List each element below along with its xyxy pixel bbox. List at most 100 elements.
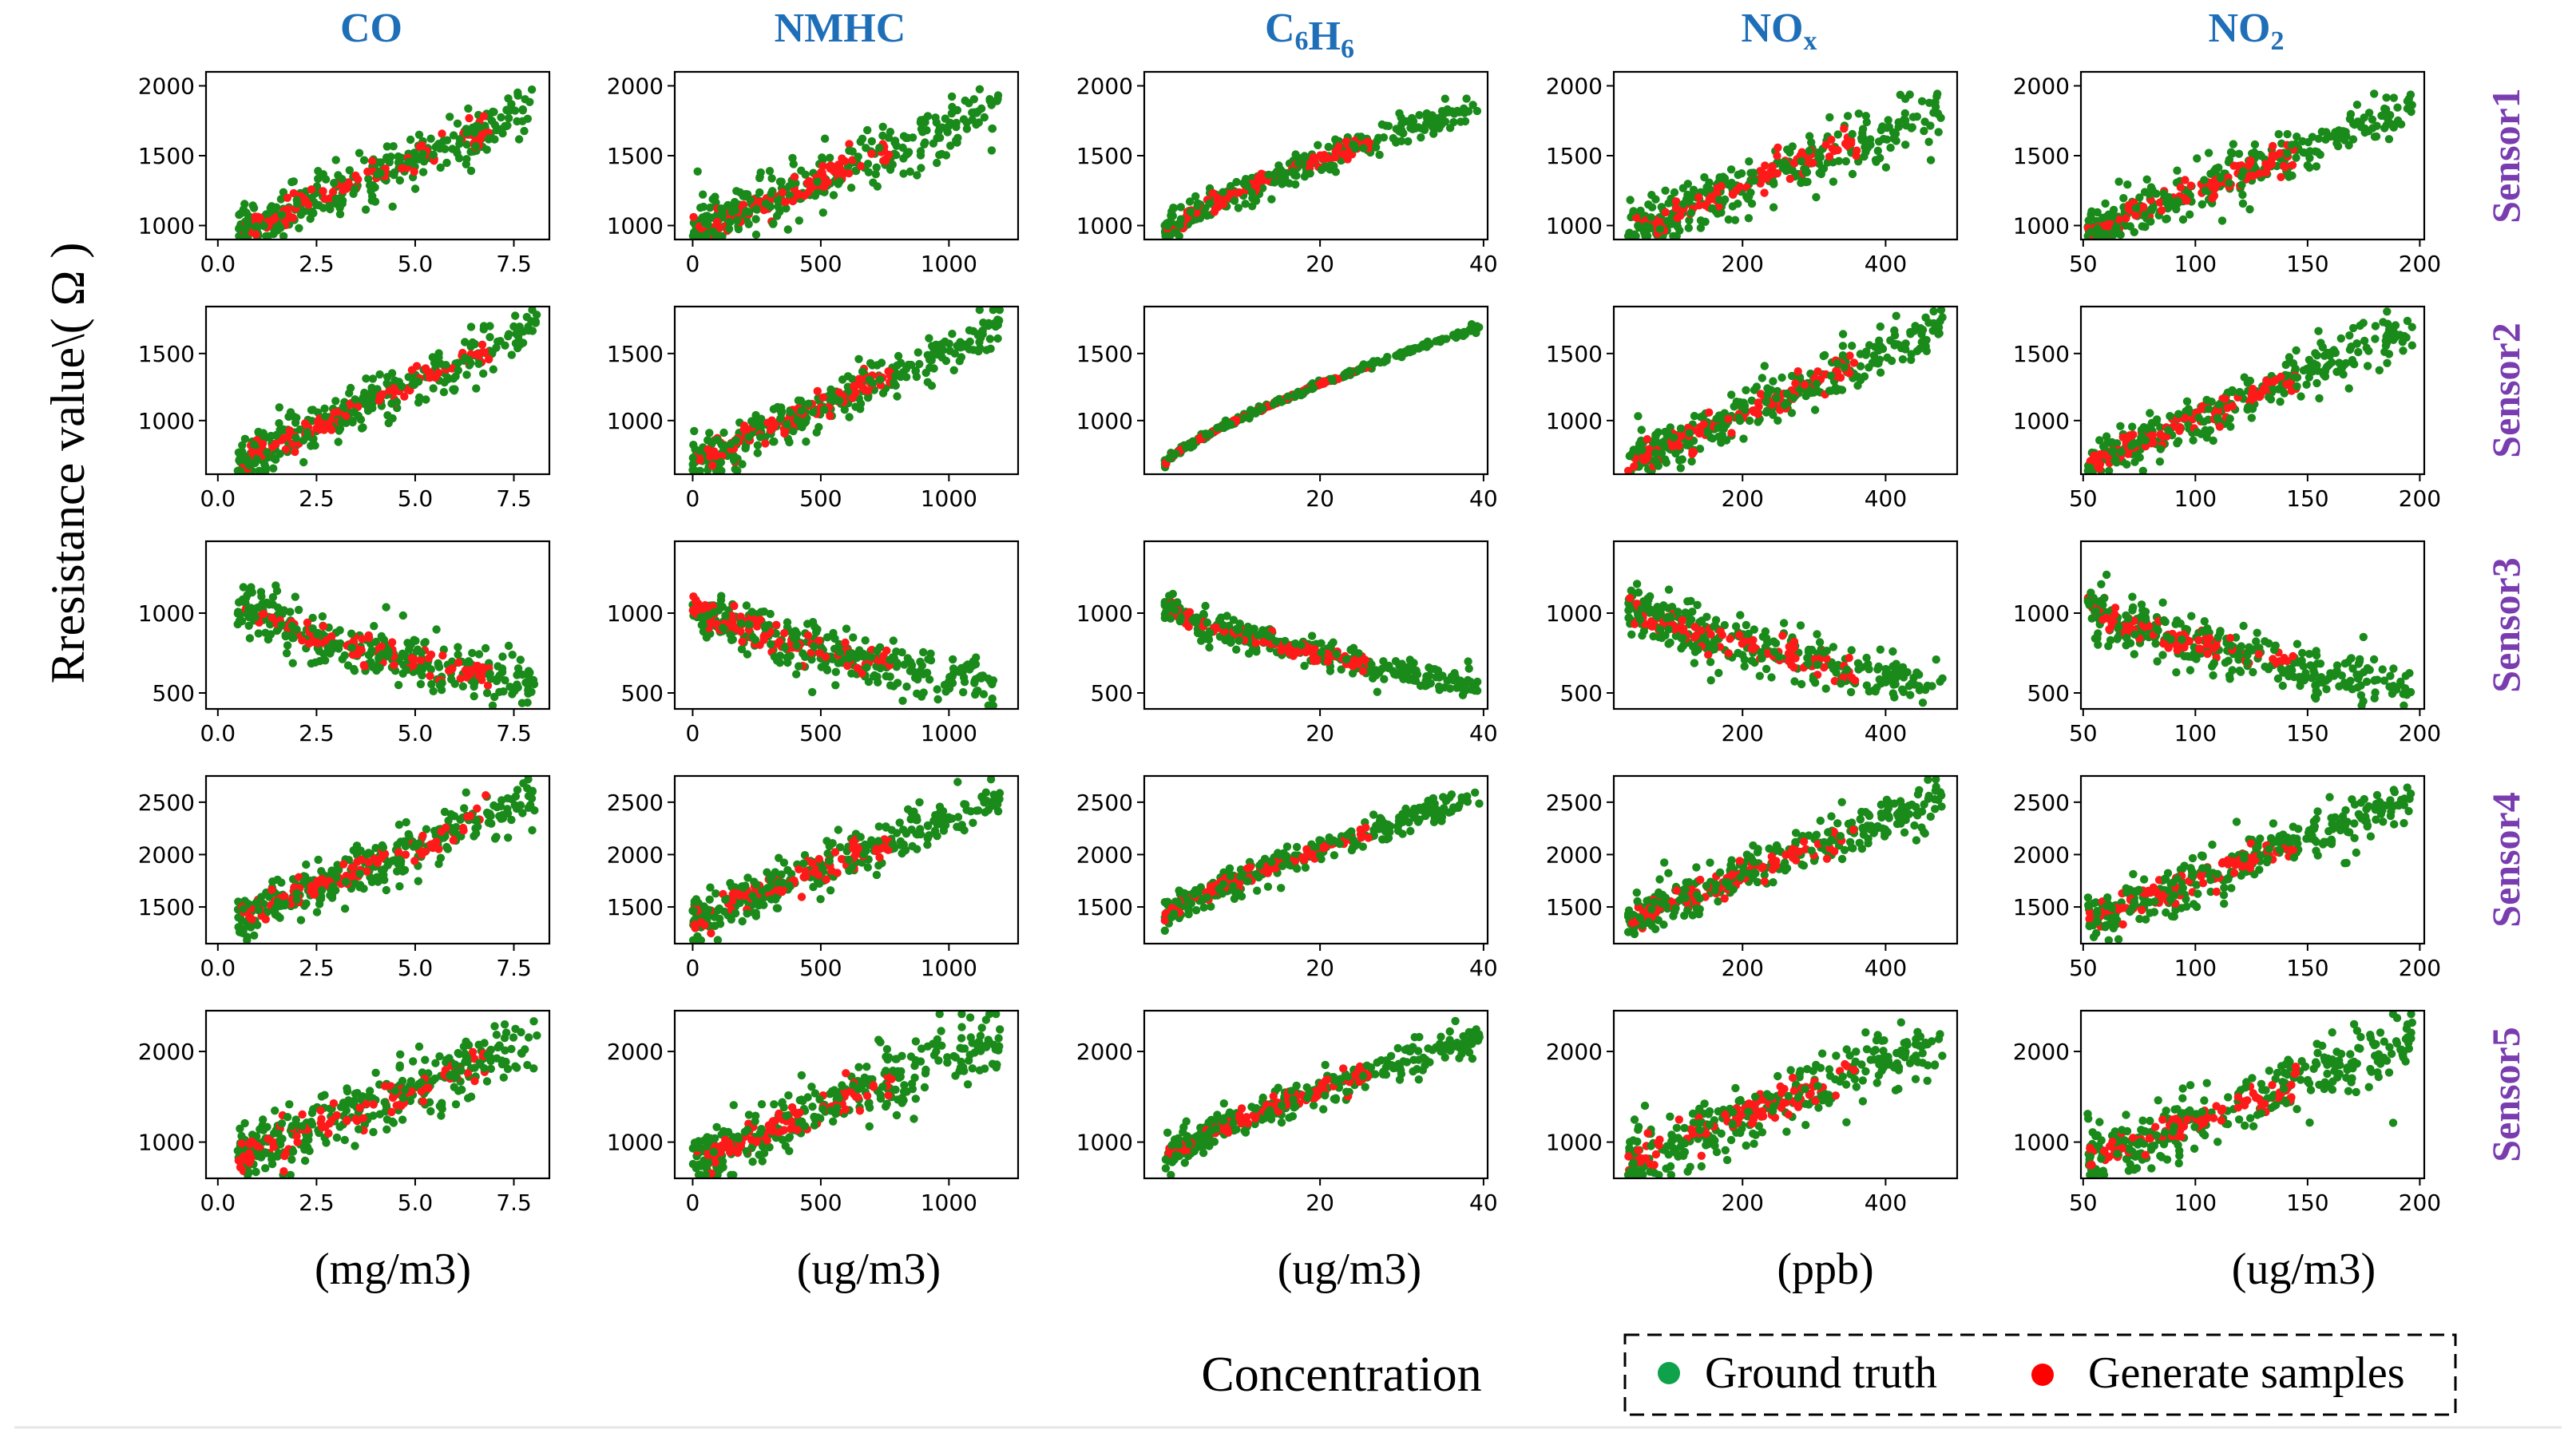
point-ground-truth	[377, 631, 386, 641]
point-ground-truth	[330, 179, 339, 188]
point-ground-truth	[898, 696, 907, 705]
point-ground-truth	[1820, 350, 1829, 360]
point-generated	[1724, 414, 1733, 423]
point-ground-truth	[1664, 199, 1673, 208]
point-ground-truth	[2228, 387, 2237, 397]
point-ground-truth	[813, 625, 822, 634]
point-generated	[252, 230, 260, 239]
point-ground-truth	[1270, 178, 1279, 187]
point-generated	[1661, 208, 1670, 217]
point-ground-truth	[736, 619, 746, 628]
point-ground-truth	[993, 97, 1001, 105]
point-ground-truth	[513, 671, 521, 679]
point-ground-truth	[986, 344, 995, 353]
point-generated	[1643, 454, 1651, 463]
point-generated	[2277, 172, 2285, 181]
point-ground-truth	[1670, 188, 1679, 197]
point-ground-truth	[944, 678, 953, 687]
point-ground-truth	[449, 385, 458, 394]
point-ground-truth	[2189, 436, 2198, 445]
point-generated	[2276, 148, 2285, 158]
point-ground-truth	[513, 117, 521, 126]
point-ground-truth	[482, 688, 492, 698]
point-ground-truth	[453, 119, 462, 128]
point-ground-truth	[1222, 420, 1231, 429]
point-ground-truth	[2138, 433, 2146, 441]
point-generated	[319, 426, 329, 434]
point-ground-truth	[2087, 228, 2095, 236]
point-ground-truth	[1163, 221, 1172, 231]
point-ground-truth	[949, 664, 958, 673]
point-ground-truth	[985, 95, 994, 104]
point-ground-truth	[2297, 392, 2305, 401]
point-ground-truth	[486, 675, 495, 683]
point-ground-truth	[917, 125, 926, 133]
point-ground-truth	[2116, 230, 2125, 240]
point-ground-truth	[1924, 137, 1933, 146]
point-ground-truth	[2384, 350, 2394, 358]
point-ground-truth	[2225, 155, 2234, 164]
point-ground-truth	[808, 687, 817, 697]
point-ground-truth	[1326, 161, 1335, 170]
point-ground-truth	[1917, 97, 1927, 105]
point-ground-truth	[1705, 184, 1714, 194]
point-ground-truth	[2292, 153, 2301, 162]
point-ground-truth	[753, 441, 763, 449]
point-ground-truth	[273, 226, 282, 235]
point-ground-truth	[516, 655, 525, 664]
point-ground-truth	[925, 334, 933, 342]
point-ground-truth	[2283, 149, 2292, 158]
point-ground-truth	[306, 214, 315, 224]
point-ground-truth	[730, 197, 739, 207]
point-generated	[385, 386, 394, 395]
point-ground-truth	[498, 652, 507, 661]
point-ground-truth	[1708, 204, 1717, 213]
point-generated	[1671, 197, 1681, 206]
point-ground-truth	[462, 129, 471, 137]
point-ground-truth	[2344, 384, 2353, 393]
point-ground-truth	[1745, 157, 1754, 166]
point-ground-truth	[240, 200, 249, 208]
point-ground-truth	[1407, 120, 1416, 129]
point-ground-truth	[1687, 457, 1696, 466]
x-tick-label: 20	[1306, 251, 1334, 277]
point-ground-truth	[988, 124, 997, 133]
point-ground-truth	[1651, 457, 1660, 465]
point-ground-truth	[878, 122, 887, 131]
point-ground-truth	[507, 350, 516, 359]
point-ground-truth	[765, 167, 775, 176]
point-ground-truth	[2116, 422, 2125, 430]
point-generated	[826, 164, 834, 173]
point-ground-truth	[1938, 313, 1947, 322]
point-ground-truth	[2245, 402, 2253, 411]
point-ground-truth	[434, 663, 444, 671]
point-ground-truth	[890, 378, 898, 387]
point-generated	[739, 425, 748, 433]
point-ground-truth	[1441, 94, 1450, 103]
point-ground-truth	[1205, 643, 1214, 652]
point-ground-truth	[2370, 89, 2379, 98]
point-generated	[1643, 435, 1652, 444]
point-ground-truth	[913, 348, 923, 357]
point-ground-truth	[1934, 128, 1943, 137]
point-ground-truth	[1876, 322, 1884, 331]
point-ground-truth	[1270, 170, 1278, 179]
point-ground-truth	[731, 465, 739, 473]
point-ground-truth	[2314, 327, 2323, 335]
point-ground-truth	[1716, 414, 1726, 423]
point-ground-truth	[295, 224, 303, 232]
point-ground-truth	[847, 669, 856, 678]
point-ground-truth	[1429, 124, 1438, 133]
point-ground-truth	[464, 104, 473, 113]
point-ground-truth	[699, 620, 708, 630]
point-ground-truth	[514, 135, 524, 144]
point-ground-truth	[390, 168, 399, 177]
point-ground-truth	[279, 232, 288, 240]
point-ground-truth	[462, 140, 471, 149]
point-generated	[1759, 169, 1768, 179]
point-ground-truth	[2119, 194, 2128, 203]
point-ground-truth	[890, 138, 899, 147]
